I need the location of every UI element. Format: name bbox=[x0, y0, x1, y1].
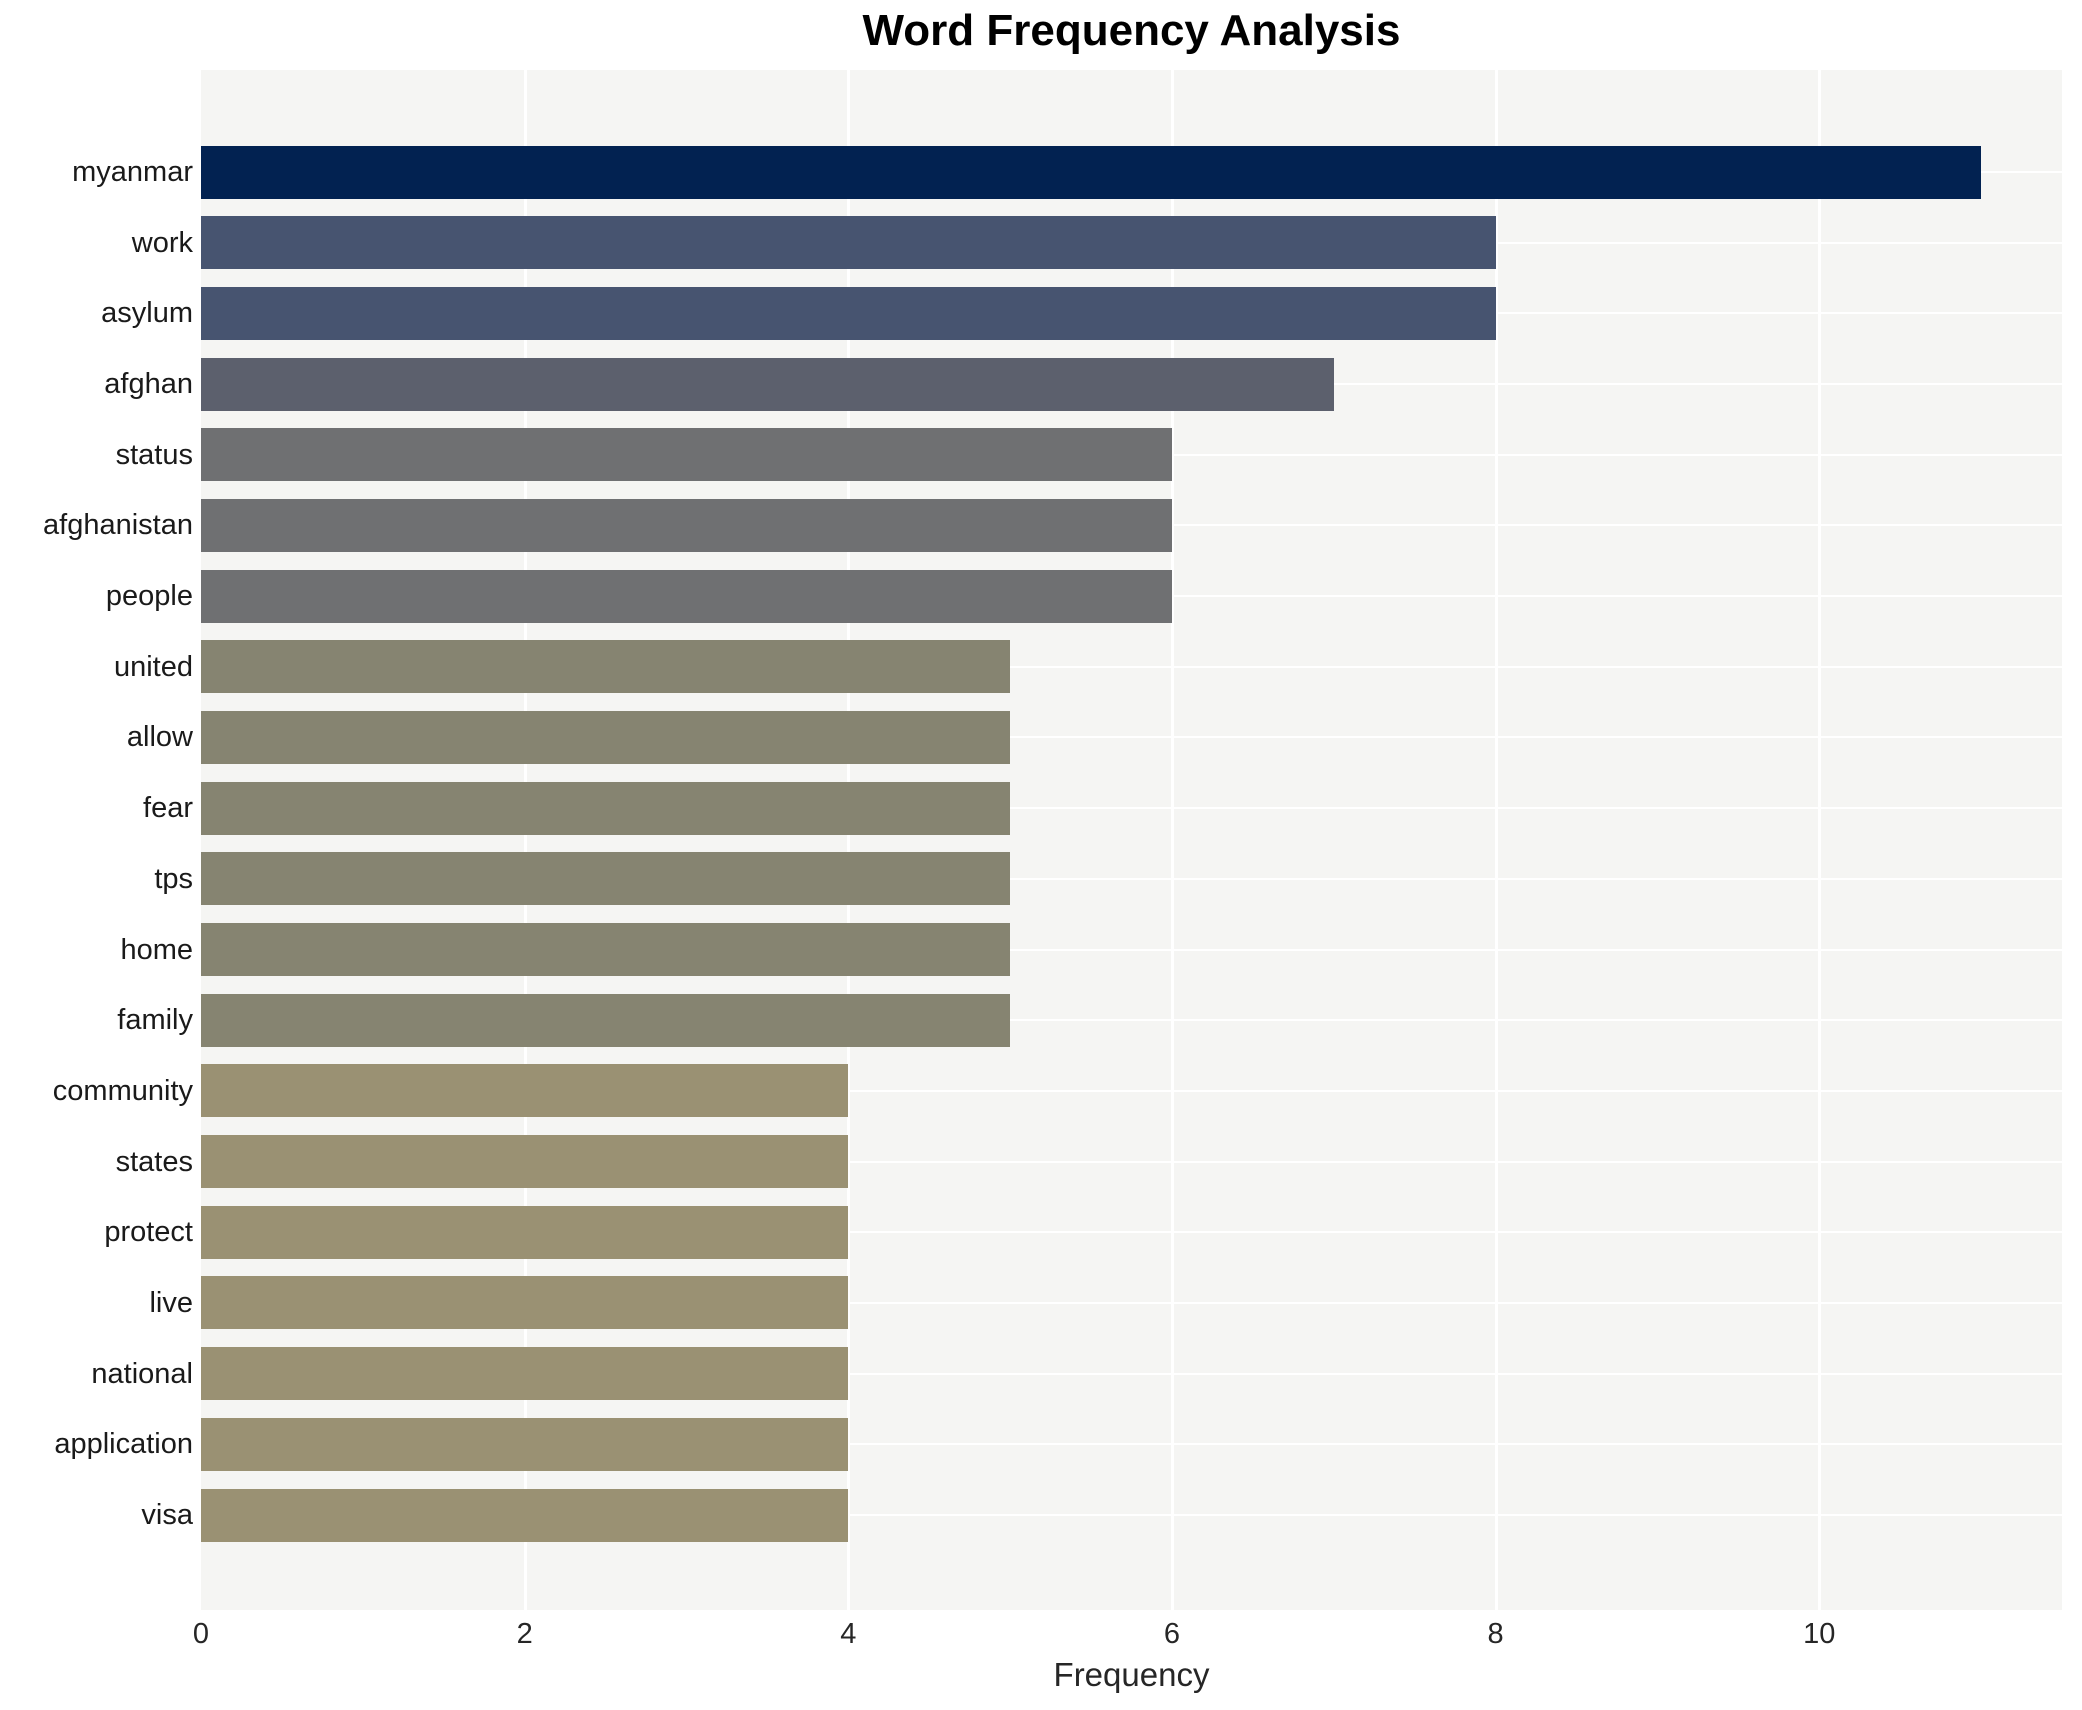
bar-visa bbox=[201, 1488, 849, 1542]
vertical-gridline bbox=[1170, 70, 1174, 1610]
x-tick-label: 4 bbox=[840, 1618, 857, 1650]
bar-protect bbox=[201, 1205, 849, 1259]
horizontal-gridline bbox=[201, 1301, 2062, 1304]
category-label: work bbox=[131, 226, 193, 259]
category-label: community bbox=[52, 1074, 193, 1107]
x-tick-label: 2 bbox=[516, 1618, 533, 1650]
vertical-gridline bbox=[1494, 70, 1498, 1610]
horizontal-gridline bbox=[201, 1443, 2062, 1446]
horizontal-gridline bbox=[201, 877, 2062, 880]
bar-status bbox=[201, 428, 1172, 482]
horizontal-gridline bbox=[201, 1231, 2062, 1234]
bar-community bbox=[201, 1064, 849, 1118]
plot-area bbox=[201, 70, 2062, 1610]
x-axis-tick-labels: 0 2 4 6 8 10 bbox=[193, 1618, 2062, 1654]
category-label: protect bbox=[104, 1216, 193, 1249]
category-label: application bbox=[54, 1428, 193, 1461]
category-label: status bbox=[115, 438, 193, 471]
category-label: visa bbox=[141, 1499, 193, 1531]
bar-afghan bbox=[201, 357, 1334, 411]
category-label: home bbox=[120, 933, 193, 966]
bar-national bbox=[201, 1347, 849, 1401]
category-label: national bbox=[91, 1357, 193, 1390]
bar-work bbox=[201, 216, 1496, 270]
horizontal-gridline bbox=[201, 1089, 2062, 1092]
category-label: people bbox=[105, 580, 193, 613]
bar-application bbox=[201, 1417, 849, 1471]
horizontal-gridline bbox=[201, 736, 2062, 739]
horizontal-gridline bbox=[201, 807, 2062, 810]
x-tick-label: 8 bbox=[1487, 1618, 1504, 1650]
x-tick-label: 0 bbox=[192, 1618, 210, 1650]
bar-home bbox=[201, 923, 1011, 977]
bar-people bbox=[201, 569, 1172, 623]
category-label: live bbox=[149, 1286, 193, 1319]
vertical-gridline bbox=[847, 70, 851, 1610]
horizontal-gridline bbox=[201, 1372, 2062, 1375]
x-axis-label: Frequency bbox=[1053, 1656, 1210, 1693]
x-tick-label: 10 bbox=[1803, 1618, 1836, 1650]
bar-afghanistan bbox=[201, 498, 1172, 552]
vertical-gridline bbox=[523, 70, 527, 1610]
category-label: tps bbox=[154, 862, 193, 895]
horizontal-gridline bbox=[201, 1514, 2062, 1516]
y-axis-category-labels: myanmar work asylum afghan status afghanistan… bbox=[0, 70, 193, 1610]
chart-title: Word Frequency Analysis bbox=[862, 6, 1401, 55]
category-label: myanmar bbox=[72, 156, 193, 188]
bar-family bbox=[201, 993, 1011, 1047]
bar-tps bbox=[201, 852, 1011, 906]
bar-asylum bbox=[201, 286, 1496, 340]
category-label: afghanistan bbox=[43, 509, 193, 542]
horizontal-gridline bbox=[201, 948, 2062, 951]
bar-allow bbox=[201, 710, 1011, 764]
category-label: states bbox=[115, 1145, 193, 1178]
bar-myanmar bbox=[201, 145, 1982, 199]
horizontal-gridline bbox=[201, 1160, 2062, 1163]
category-label: fear bbox=[143, 792, 193, 825]
category-label: asylum bbox=[101, 297, 193, 330]
category-label: afghan bbox=[104, 368, 193, 401]
horizontal-gridline bbox=[201, 665, 2062, 668]
bar-united bbox=[201, 640, 1011, 694]
category-label: united bbox=[113, 650, 193, 683]
vertical-gridline bbox=[1818, 70, 1822, 1610]
category-label: family bbox=[117, 1004, 193, 1037]
horizontal-gridline bbox=[201, 1019, 2062, 1022]
bar-states bbox=[201, 1135, 849, 1189]
x-tick-label: 6 bbox=[1163, 1618, 1181, 1650]
bar-fear bbox=[201, 781, 1011, 835]
bar-live bbox=[201, 1276, 849, 1330]
category-label: allow bbox=[126, 721, 193, 754]
